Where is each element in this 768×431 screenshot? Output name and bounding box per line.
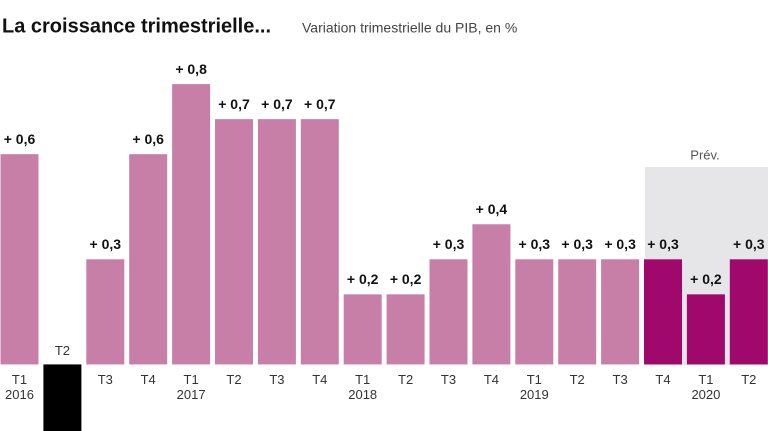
bar: [601, 259, 640, 365]
year-label: 2020: [691, 387, 720, 402]
bar: [429, 259, 468, 365]
value-label: + 0,2: [390, 271, 422, 287]
year-label: 2017: [177, 387, 206, 402]
bar: [472, 224, 511, 365]
value-label: + 0,6: [4, 131, 36, 147]
x-tick-label: T2: [226, 372, 241, 387]
bar: [729, 259, 768, 365]
x-tick-label: T1: [184, 372, 199, 387]
bar: [558, 259, 597, 365]
year-label: 2016: [5, 387, 34, 402]
value-label: + 0,6: [132, 131, 164, 147]
x-tick-label: T1: [698, 372, 713, 387]
forecast-annotation: Prév.: [690, 147, 719, 162]
value-label: + 0,3: [519, 236, 551, 252]
value-label: + 0,2: [690, 271, 722, 287]
x-tick-label: T2: [741, 372, 756, 387]
x-tick-label: T1: [12, 372, 27, 387]
value-label: + 0,2: [347, 271, 379, 287]
bar: [343, 294, 382, 365]
x-tick-label: T3: [98, 372, 113, 387]
bar: [515, 259, 554, 365]
bar: [0, 154, 39, 365]
bar: [644, 259, 682, 365]
x-tick-label: T4: [312, 372, 327, 387]
bar: [386, 294, 425, 365]
bar: [686, 294, 725, 365]
x-tick-label: T3: [441, 372, 456, 387]
value-label: + 0,3: [90, 236, 122, 252]
value-label: + 0,7: [218, 96, 250, 112]
bar: [43, 364, 82, 431]
bar: [129, 154, 168, 365]
year-label: 2018: [348, 387, 377, 402]
x-tick-label: T1: [355, 372, 370, 387]
x-tick-label: T4: [484, 372, 499, 387]
x-tick-label: T4: [655, 372, 670, 387]
bar: [86, 259, 125, 365]
value-label: + 0,7: [261, 96, 293, 112]
value-label: + 0,8: [175, 61, 207, 77]
x-tick-label: T3: [613, 372, 628, 387]
value-label: + 0,3: [561, 236, 593, 252]
bar: [257, 119, 296, 365]
value-label: + 0,3: [733, 236, 765, 252]
x-tick-label: T2: [398, 372, 413, 387]
x-tick-label: T2: [55, 343, 70, 358]
x-tick-label: T1: [527, 372, 542, 387]
value-label: + 0,3: [433, 236, 465, 252]
value-label: + 0,3: [604, 236, 636, 252]
bar: [172, 84, 211, 365]
x-tick-label: T3: [269, 372, 284, 387]
value-label: + 0,3: [647, 236, 679, 252]
x-tick-label: T4: [141, 372, 156, 387]
bar: [215, 119, 253, 365]
year-label: 2019: [520, 387, 549, 402]
x-tick-label: T2: [570, 372, 585, 387]
value-label: + 0,4: [476, 201, 508, 217]
value-label: + 0,7: [304, 96, 336, 112]
chart-subtitle: Variation trimestrielle du PIB, en %: [302, 20, 517, 36]
bar: [300, 119, 339, 365]
chart-title: La croissance trimestrielle...: [2, 15, 271, 37]
